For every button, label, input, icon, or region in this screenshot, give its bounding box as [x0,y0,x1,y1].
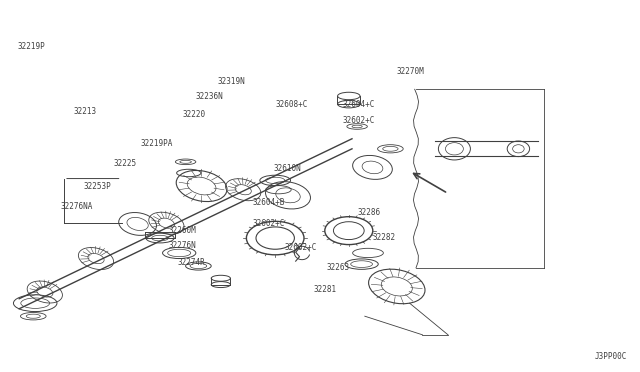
Text: 32604+B: 32604+B [253,198,285,207]
Text: 32253P: 32253P [83,182,111,190]
Text: 32319N: 32319N [218,77,245,86]
Text: 32276NA: 32276NA [61,202,93,211]
Text: 32276N: 32276N [168,241,196,250]
Text: J3PP00C: J3PP00C [595,352,627,361]
Text: 32602+C: 32602+C [342,116,375,125]
Text: 32604+C: 32604+C [342,100,375,109]
Text: 32610N: 32610N [274,164,301,173]
Text: 32602+C: 32602+C [253,219,285,228]
Text: 32286: 32286 [357,208,380,217]
Text: 32213: 32213 [74,107,97,116]
Text: 32225: 32225 [113,159,136,168]
Text: 32219PA: 32219PA [141,139,173,148]
Text: 32263: 32263 [326,263,349,272]
Text: 32219P: 32219P [18,42,45,51]
Text: 32608+C: 32608+C [275,100,308,109]
Text: 32282: 32282 [372,233,396,242]
Text: 32260M: 32260M [168,226,196,235]
Text: 32281: 32281 [314,285,337,294]
Text: 32236N: 32236N [195,92,223,101]
Text: 32602+C: 32602+C [285,243,317,252]
Text: 32220: 32220 [182,110,205,119]
Text: 32270M: 32270M [397,67,424,76]
Text: 32274R: 32274R [178,258,205,267]
